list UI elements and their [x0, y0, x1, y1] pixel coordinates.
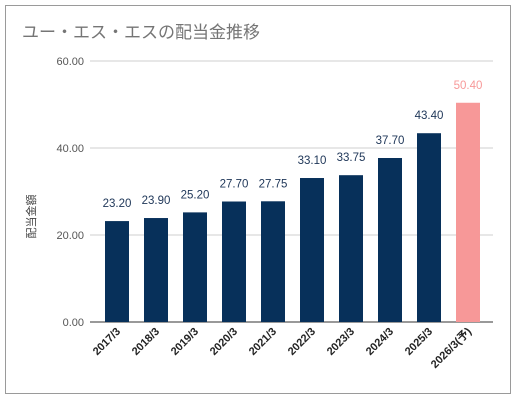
bar — [456, 102, 480, 322]
data-label: 27.75 — [259, 178, 288, 190]
data-label: 27.70 — [220, 179, 249, 191]
x-tick-label: 2018/3 — [130, 326, 162, 358]
chart-title: ユー・エス・エスの配当金推移 — [22, 23, 260, 43]
data-label: 33.10 — [298, 155, 327, 167]
bar — [417, 133, 441, 322]
x-tick-label: 2021/3 — [247, 326, 279, 358]
data-label: 50.40 — [454, 80, 483, 92]
x-tick-label: 2023/3 — [325, 326, 357, 358]
x-tick-label: 2019/3 — [169, 326, 201, 358]
data-labels: 23.20 23.90 25.20 27.70 27.75 33.10 33.75 37.70… — [103, 80, 483, 210]
bar — [339, 175, 363, 322]
y-tick-label: 60.00 — [56, 56, 84, 68]
x-tick-label: 2025/3 — [403, 326, 435, 358]
data-label: 23.90 — [142, 195, 171, 207]
data-label: 25.20 — [181, 189, 210, 201]
x-tick-label: 2024/3 — [364, 326, 396, 358]
bar — [183, 212, 207, 322]
bars — [105, 102, 480, 322]
bar — [222, 201, 246, 322]
bar — [144, 218, 168, 322]
data-label: 43.40 — [415, 110, 444, 122]
bar — [378, 158, 402, 322]
y-axis-label: 配当金額 — [24, 195, 38, 239]
x-axis-ticks: 2017/3 2018/3 2019/3 2020/3 2021/3 2022/3 2023… — [91, 325, 475, 371]
bar — [105, 221, 129, 322]
y-tick-label: 0.00 — [63, 317, 84, 329]
x-tick-label: 2026/3(予) — [428, 325, 474, 371]
bar — [300, 178, 324, 322]
y-tick-label: 40.00 — [56, 143, 84, 155]
data-label: 33.75 — [337, 152, 366, 164]
x-tick-label: 2020/3 — [208, 326, 240, 358]
bar — [261, 201, 285, 322]
data-label: 37.70 — [376, 135, 405, 147]
y-axis-ticks: 0.00 20.00 40.00 60.00 — [56, 56, 84, 329]
x-tick-label: 2022/3 — [286, 326, 318, 358]
data-label: 23.20 — [103, 198, 132, 210]
y-tick-label: 20.00 — [56, 230, 84, 242]
x-tick-label: 2017/3 — [91, 326, 123, 358]
